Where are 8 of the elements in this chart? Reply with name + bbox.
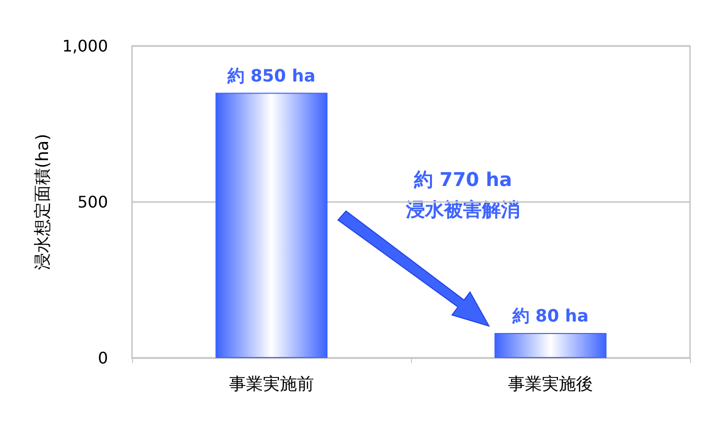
x-tick-label: 事業実施前 (229, 374, 314, 394)
data-label: 約 850 ha (226, 66, 316, 86)
y-tick-label: 1,000 (62, 36, 108, 56)
y-tick-label: 500 (77, 192, 108, 212)
data-label: 約 80 ha (511, 306, 589, 327)
x-tick-label: 事業実施後 (508, 374, 593, 394)
y-tick-label: 0 (98, 348, 108, 368)
y-axis-title: 浸水想定面積(ha) (32, 134, 53, 270)
